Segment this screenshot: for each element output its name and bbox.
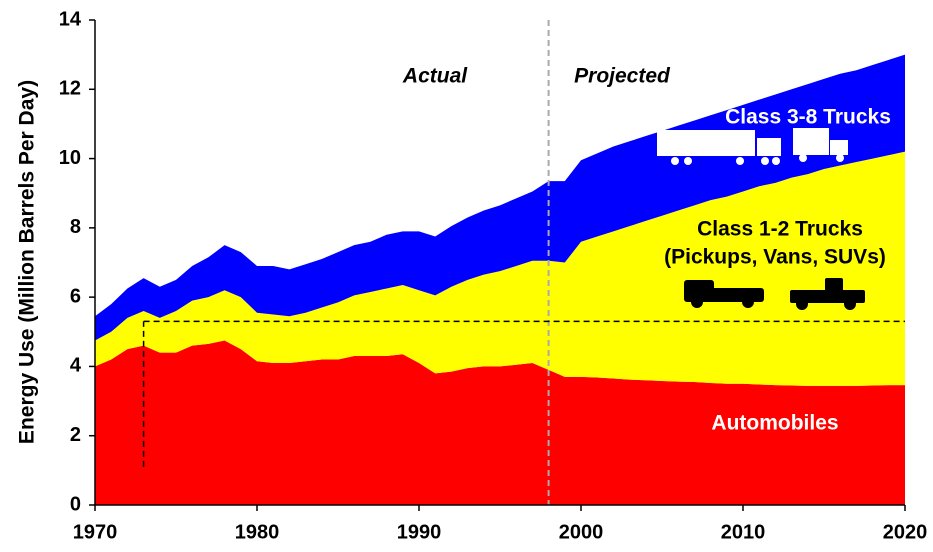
area: [95, 151, 905, 386]
series-label: Automobiles: [711, 412, 838, 435]
series-label: Class 1-2 Trucks: [697, 218, 863, 241]
area: [95, 54, 905, 341]
x-tick-label: 2010: [721, 521, 766, 543]
y-tick-label: 0: [70, 493, 81, 515]
x-tick-label: 2020: [883, 521, 928, 543]
truck-icons: [657, 128, 848, 165]
y-tick-label: 10: [59, 147, 81, 169]
x-tick-label: 2000: [559, 521, 604, 543]
y-tick-label: 14: [59, 8, 82, 30]
x-tick-label: 1970: [73, 521, 118, 543]
annotation: Actual: [402, 65, 468, 88]
areas: [95, 54, 905, 505]
series-label: Class 3-8 Trucks: [725, 106, 891, 129]
x-tick-label: 1990: [397, 521, 442, 543]
y-tick-label: 12: [59, 78, 81, 100]
y-tick-label: 6: [70, 285, 81, 307]
y-axis-label: Energy Use (Million Barrels Per Day): [16, 80, 39, 444]
y-tick-label: 2: [70, 424, 81, 446]
area: [95, 340, 905, 505]
x-tick-label: 1980: [235, 521, 280, 543]
annotation: (Pickups, Vans, SUVs): [664, 246, 886, 269]
annotation: Projected: [574, 65, 671, 88]
y-tick-label: 4: [70, 355, 82, 377]
pickup-icons: [684, 278, 865, 310]
y-tick-label: 8: [70, 216, 81, 238]
